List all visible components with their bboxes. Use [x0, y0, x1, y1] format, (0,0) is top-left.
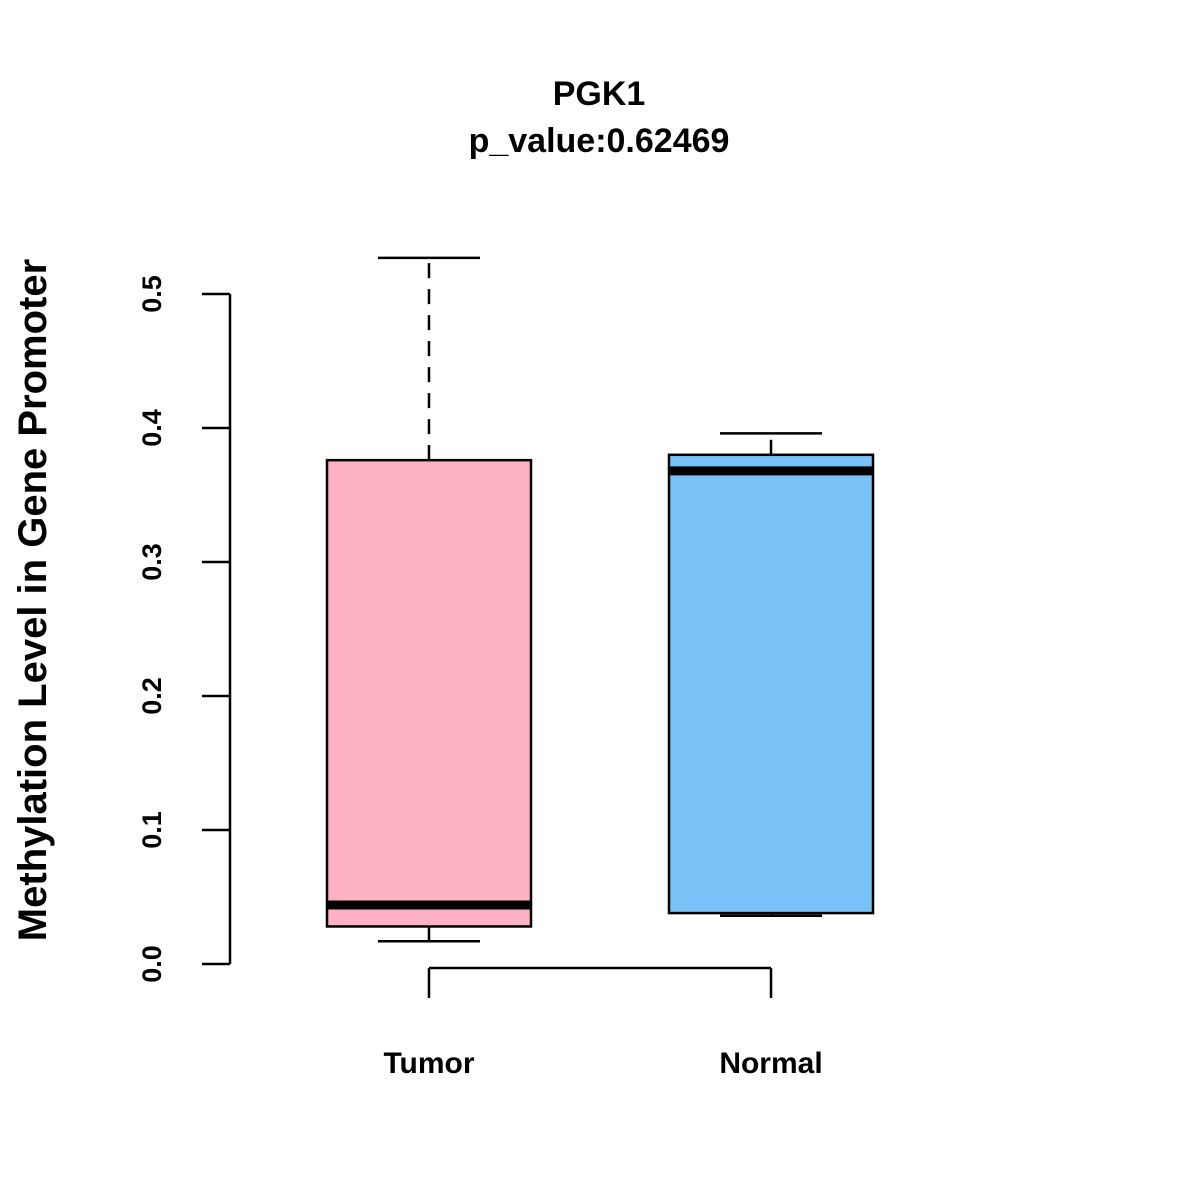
boxes [325, 256, 875, 943]
x-tick-label-tumor: Tumor [383, 1047, 474, 1080]
y-tick-label-0: 0.0 [137, 945, 167, 983]
x-axis: Tumor Normal [383, 966, 823, 1080]
box-rect [325, 458, 533, 928]
y-axis-label: Methylation Level in Gene Promoter [11, 259, 55, 941]
y-tick-label-5: 0.5 [137, 275, 167, 313]
box-normal [667, 432, 875, 918]
chart-title: PGK1 [553, 75, 646, 113]
box-rect [667, 453, 875, 915]
y-tick-label-1: 0.1 [137, 811, 167, 849]
y-tick-label-2: 0.2 [137, 677, 167, 715]
y-axis: 0.0 0.1 0.2 0.3 0.4 0.5 [137, 275, 232, 983]
x-tick-label-normal: Normal [719, 1047, 822, 1080]
chart-subtitle: p_value:0.62469 [469, 122, 730, 160]
box-tumor [325, 256, 533, 943]
y-tick-label-3: 0.3 [137, 543, 167, 581]
y-tick-label-4: 0.4 [137, 409, 167, 447]
